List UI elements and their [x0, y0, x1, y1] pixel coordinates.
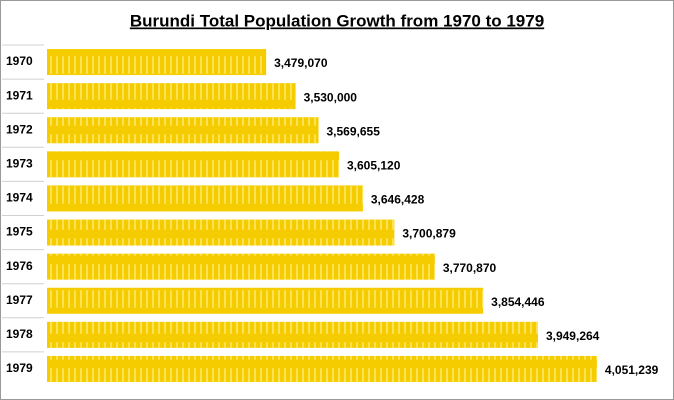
bar-texture	[47, 321, 538, 348]
bar-texture	[47, 83, 296, 110]
bar-texture	[47, 185, 363, 212]
y-tick-label: 1971	[6, 88, 33, 102]
value-label: 3,770,870	[443, 261, 497, 275]
value-label: 3,646,428	[371, 193, 425, 207]
value-label: 3,949,264	[546, 329, 600, 343]
bar-texture	[47, 287, 484, 314]
bar-texture	[47, 151, 340, 178]
value-label: 3,530,000	[304, 90, 358, 104]
value-label: 3,605,120	[347, 159, 401, 173]
bar-texture	[47, 219, 395, 246]
y-tick-label: 1975	[6, 225, 33, 239]
y-tick-label: 1977	[6, 293, 33, 307]
chart-title: Burundi Total Population Growth from 197…	[130, 11, 544, 30]
bar-texture	[47, 355, 597, 382]
y-tick-label: 1970	[6, 54, 33, 68]
bar-texture	[47, 49, 267, 76]
value-label: 3,854,446	[491, 295, 545, 309]
y-tick-label: 1976	[6, 259, 33, 273]
bar-texture	[47, 253, 435, 280]
value-label: 3,569,655	[327, 124, 381, 138]
value-label: 4,051,239	[605, 363, 659, 377]
bar-texture	[47, 117, 319, 144]
y-tick-label: 1978	[6, 327, 33, 341]
y-tick-label: 1972	[6, 122, 33, 136]
y-tick-label: 1973	[6, 157, 33, 171]
y-tick-label: 1979	[6, 361, 33, 375]
value-label: 3,700,879	[402, 227, 456, 241]
y-tick-label: 1974	[6, 191, 33, 205]
value-label: 3,479,070	[274, 56, 328, 70]
